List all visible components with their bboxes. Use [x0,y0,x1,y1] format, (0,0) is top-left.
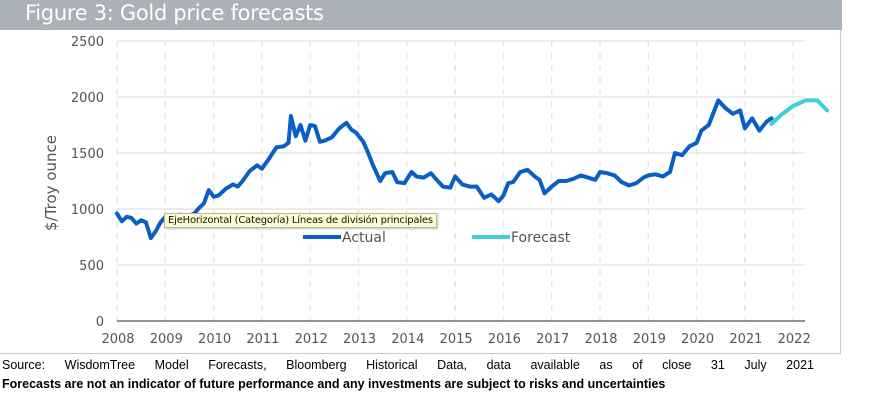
y-tick-label: 2500 [71,35,104,50]
x-tick-label: 2018 [584,332,617,347]
x-tick-label: 2013 [343,332,376,347]
legend: Actual Forecast [303,230,571,246]
x-tick-label: 2008 [101,332,134,347]
y-tick-label: 1000 [71,203,104,218]
y-tick-label: 500 [79,259,104,274]
x-tick-labels: 2008 2009 2010 2011 2012 2013 2014 2015 2016 2017… [101,332,810,347]
x-tick-label: 2009 [150,332,183,347]
x-tick-label: 2012 [295,332,328,347]
x-tick-label: 2015 [440,332,473,347]
legend-label-actual: Actual [342,230,386,246]
gridlines [116,40,805,322]
y-tick-label: 1500 [71,147,104,162]
x-tick-label: 2020 [681,332,714,347]
x-tick-label: 2016 [488,332,521,347]
x-tick-label: 2021 [729,332,762,347]
chart-frame [0,30,841,354]
series-line-forecast [769,98,829,126]
y-tick-label: 0 [96,315,104,330]
x-tick-label: 2019 [633,332,666,347]
x-tick-label: 2014 [391,332,424,347]
x-tick-label: 2010 [198,332,231,347]
legend-label-forecast: Forecast [511,230,571,246]
figure-header: Figure 3: Gold price forecasts [0,0,842,30]
series-line-actual [115,98,774,241]
y-tick-label: 2000 [71,91,104,106]
figure-title: Figure 3: Gold price forecasts [25,1,324,25]
gridline-tooltip: EjeHorizontal (Categoría) Líneas de divi… [164,213,437,228]
y-tick-labels: 0 500 1000 1500 2000 2500 [71,35,104,330]
x-tick-label: 2017 [536,332,569,347]
x-tick-label: 2022 [778,332,811,347]
source-note: Source: WisdomTree Model Forecasts, Bloo… [2,358,814,372]
disclaimer-note: Forecasts are not an indicator of future… [2,377,666,391]
y-axis-label: $/Troy ounce [42,135,60,231]
series-lines [115,98,829,241]
x-tick-label: 2011 [246,332,279,347]
